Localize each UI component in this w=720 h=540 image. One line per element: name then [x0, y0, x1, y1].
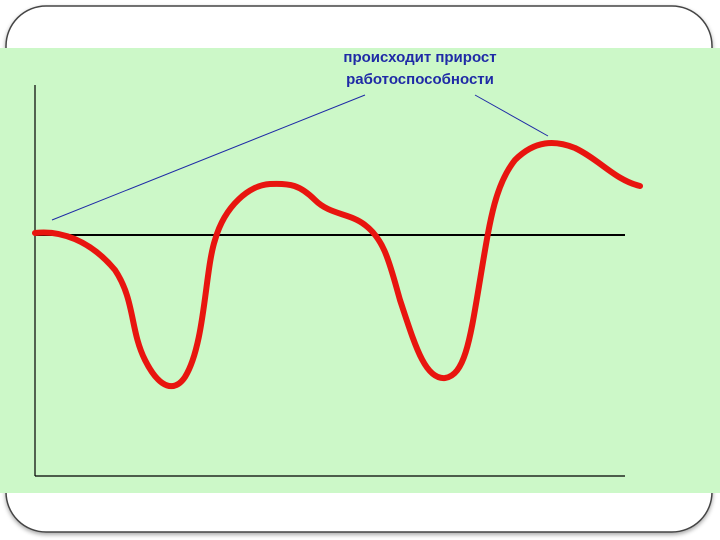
annotation-line: происходит прирост [343, 49, 496, 66]
diagram-panel [0, 48, 720, 493]
capacity-curve [32, 140, 643, 389]
annotation-line: работоспособности [346, 71, 494, 88]
pointer-line [474, 94, 549, 137]
pointer-line [51, 94, 366, 221]
